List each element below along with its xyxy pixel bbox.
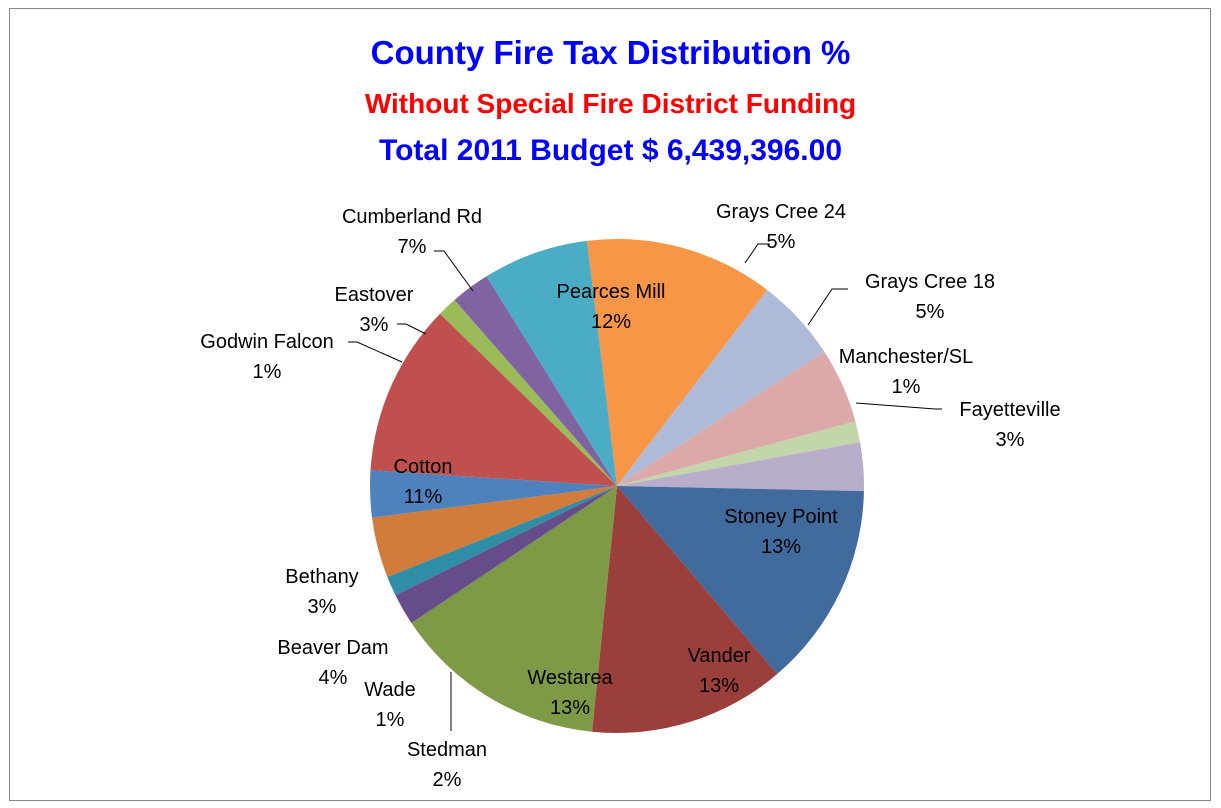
slice-percent-fayetteville: 3%	[996, 429, 1025, 451]
slice-percent-eastover: 3%	[360, 314, 389, 336]
slice-name-stoney-point: Stoney Point	[724, 506, 838, 528]
slice-label-grays-cree-18: Grays Cree 18 5%	[865, 271, 995, 323]
pie-slice-bethany	[370, 470, 617, 518]
leader-line-godwin-falcon	[348, 341, 403, 363]
slice-percent-cotton: 11%	[404, 486, 443, 508]
slice-percent-grays-cree-18: 5%	[916, 301, 945, 323]
pie-slice-cumberland-rd	[486, 240, 617, 486]
slice-label-fayetteville: Fayetteville 3%	[959, 399, 1060, 451]
leader-line-eastover	[397, 323, 427, 335]
chart-subtitle: Without Special Fire District Funding	[364, 88, 857, 119]
slice-label-pearces-mill: Pearces Mill 12%	[557, 281, 666, 333]
pie-slice-eastover	[454, 276, 617, 486]
slice-percent-godwin-falcon: 1%	[253, 361, 282, 383]
slice-label-beaver-dam: Beaver Dam 4%	[277, 637, 388, 689]
slice-percent-grays-cree-24: 5%	[767, 231, 796, 253]
pie-slice-grays-cree-18	[617, 351, 856, 486]
pie-slice-cotton	[370, 313, 617, 486]
chart-budget-total: Total 2011 Budget $ 6,439,396.00	[378, 134, 843, 167]
slice-percent-cumberland-rd: 7%	[398, 236, 427, 258]
slice-percent-westarea: 13%	[550, 697, 590, 719]
slice-label-westarea: Westarea 13%	[527, 667, 613, 719]
slice-percent-beaver-dam: 4%	[319, 667, 348, 689]
slice-label-wade: Wade 1%	[364, 679, 416, 731]
slice-label-cotton: Cotton 11%	[394, 456, 453, 508]
slice-percent-stedman: 2%	[433, 769, 462, 791]
slice-name-grays-cree-18: Grays Cree 18	[865, 271, 995, 293]
pie-slice-manchester-sl	[617, 421, 861, 486]
slice-percent-pearces-mill: 12%	[591, 311, 631, 333]
slice-name-vander: Vander	[687, 645, 750, 667]
slice-percent-wade: 1%	[376, 709, 405, 731]
slice-name-godwin-falcon: Godwin Falcon	[200, 331, 333, 353]
pie-slice-grays-cree-24	[617, 289, 825, 486]
slice-label-stoney-point: Stoney Point 13%	[724, 506, 838, 558]
slice-name-cumberland-rd: Cumberland Rd	[342, 206, 482, 228]
slice-labels: Pearces Mill 12%Grays Cree 24 5%Grays Cree…	[200, 201, 1060, 791]
slice-label-grays-cree-24: Grays Cree 24 5%	[716, 201, 846, 253]
slice-name-stedman: Stedman	[407, 739, 487, 761]
slice-name-cotton: Cotton	[394, 456, 453, 478]
slice-name-westarea: Westarea	[527, 667, 613, 689]
pie-slice-stoney-point	[617, 486, 864, 674]
slice-name-grays-cree-24: Grays Cree 24	[716, 201, 846, 223]
slice-label-eastover: Eastover 3%	[335, 284, 414, 336]
slice-label-manchester-sl: Manchester/SL 1%	[839, 346, 974, 398]
leader-line-grays-cree-18	[807, 288, 848, 326]
leader-line-grays-cree-24	[744, 243, 770, 264]
slice-percent-manchester-sl: 1%	[892, 376, 921, 398]
slice-name-fayetteville: Fayetteville	[959, 399, 1060, 421]
pie-slice-pearces-mill	[586, 238, 768, 486]
pie-slice-stedman	[395, 486, 617, 623]
slice-name-manchester-sl: Manchester/SL	[839, 346, 974, 368]
leader-line-fayetteville	[855, 402, 942, 410]
slice-percent-bethany: 3%	[308, 596, 337, 618]
leader-lines	[348, 243, 942, 731]
leader-line-cumberland-rd	[434, 250, 474, 292]
slice-name-wade: Wade	[364, 679, 416, 701]
slice-name-bethany: Bethany	[285, 566, 358, 588]
pie-slice-vander	[592, 486, 778, 733]
slice-name-eastover: Eastover	[335, 284, 414, 306]
pie-slice-wade	[387, 486, 617, 596]
slice-label-stedman: Stedman 2%	[407, 739, 487, 791]
slice-percent-vander: 13%	[699, 675, 739, 697]
pie-slice-beaver-dam	[372, 486, 617, 577]
chart-title: County Fire Tax Distribution %	[370, 34, 851, 71]
slice-name-beaver-dam: Beaver Dam	[277, 637, 388, 659]
pie-slice-westarea	[411, 486, 617, 732]
slice-label-bethany: Bethany 3%	[285, 566, 358, 618]
pie-slices	[370, 238, 865, 733]
pie-slice-godwin-falcon	[440, 300, 617, 486]
slice-label-vander: Vander 13%	[687, 645, 750, 697]
pie-slice-fayetteville	[617, 442, 865, 492]
slice-label-cumberland-rd: Cumberland Rd 7%	[342, 206, 482, 258]
slice-name-pearces-mill: Pearces Mill	[557, 281, 666, 303]
slice-label-godwin-falcon: Godwin Falcon 1%	[200, 331, 333, 383]
slice-percent-stoney-point: 13%	[761, 536, 801, 558]
